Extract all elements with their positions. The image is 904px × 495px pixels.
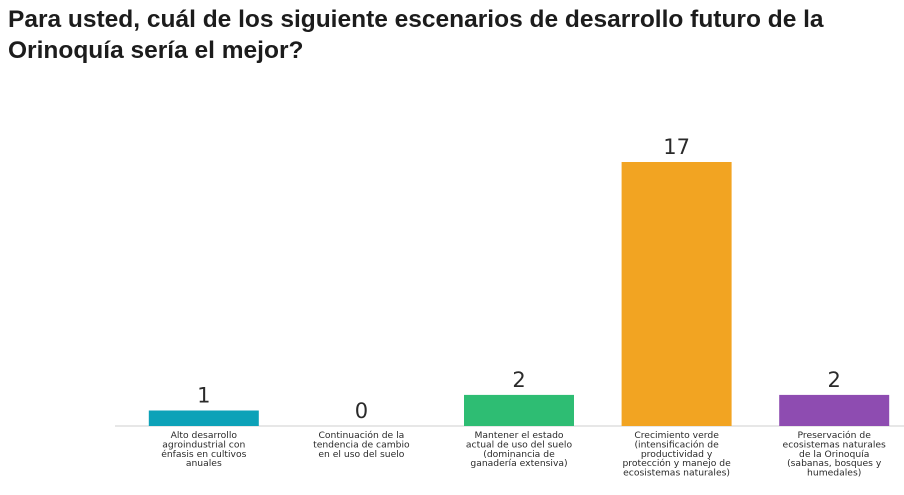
category-label-4: Preservación de ecosistemas naturales de l…: [783, 430, 886, 479]
bar-0: [148, 410, 259, 426]
category-label-1: Continuación de la tendencia de cambio en …: [313, 430, 410, 460]
bar-4: [779, 394, 890, 426]
bar-3: [621, 162, 732, 426]
value-label-3: 17: [663, 135, 690, 159]
value-label-4: 2: [828, 368, 841, 392]
category-label-3: Crecimiento verde (intensificación de prod…: [622, 430, 731, 479]
value-label-1: 0: [355, 399, 368, 423]
value-label-0: 1: [197, 384, 210, 408]
chart-title: Para usted, cuál de los siguiente escena…: [8, 6, 824, 64]
category-label-2: Mantener el estado actual de uso del suel…: [466, 430, 573, 469]
bars-group: [148, 162, 890, 426]
category-label-0: Alto desarrollo agroindustrial con énfasis…: [161, 430, 246, 469]
category-labels-group: Alto desarrollo agroindustrial con énfasis…: [161, 430, 886, 479]
value-labels-group: 1 0 2 17 2: [197, 135, 841, 423]
bar-2: [464, 394, 574, 426]
value-label-2: 2: [512, 368, 525, 392]
